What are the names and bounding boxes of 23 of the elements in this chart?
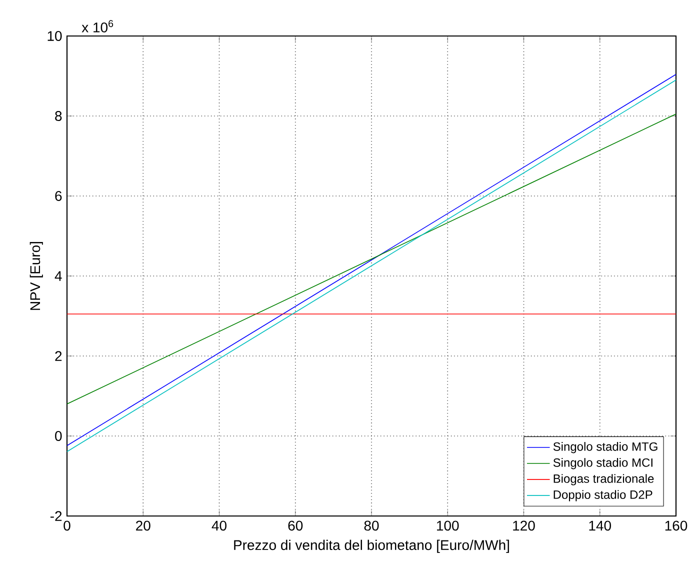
legend-label: Biogas tradizionale (554, 474, 654, 486)
x-tick-label: 60 (288, 520, 303, 531)
x-tick-label: 140 (589, 520, 611, 531)
y-tick-label: 10 (48, 31, 62, 41)
y-tick-label: 4 (54, 271, 62, 281)
y-tick-label: 6 (55, 191, 62, 201)
x-tick-label: 20 (136, 520, 150, 531)
y-tick-label: 2 (55, 351, 62, 361)
x-tick-label: 40 (212, 520, 226, 531)
legend-label: Singolo stadio MTG (553, 442, 658, 454)
x-tick-label: 160 (665, 520, 688, 531)
x-axis-title: Prezzo di vendita del biometano [Euro/MWh] (234, 540, 509, 553)
y-tick-label: 8 (55, 111, 62, 121)
x-tick-label: 0 (64, 520, 70, 531)
legend-label: Singolo stadio MCI (553, 458, 652, 470)
legend-label: Doppio stadio D2P (554, 490, 652, 502)
text: x 10$^{6}$ (82, 20, 114, 32)
y-tick-label: 0 (55, 431, 62, 441)
x-tick-label: 120 (513, 520, 535, 531)
y-tick-label: -2 (50, 511, 62, 521)
x-tick-label: 100 (437, 520, 459, 531)
y-axis-title: NPV [Euro] (30, 242, 43, 310)
x-tick-label: 80 (364, 520, 379, 531)
